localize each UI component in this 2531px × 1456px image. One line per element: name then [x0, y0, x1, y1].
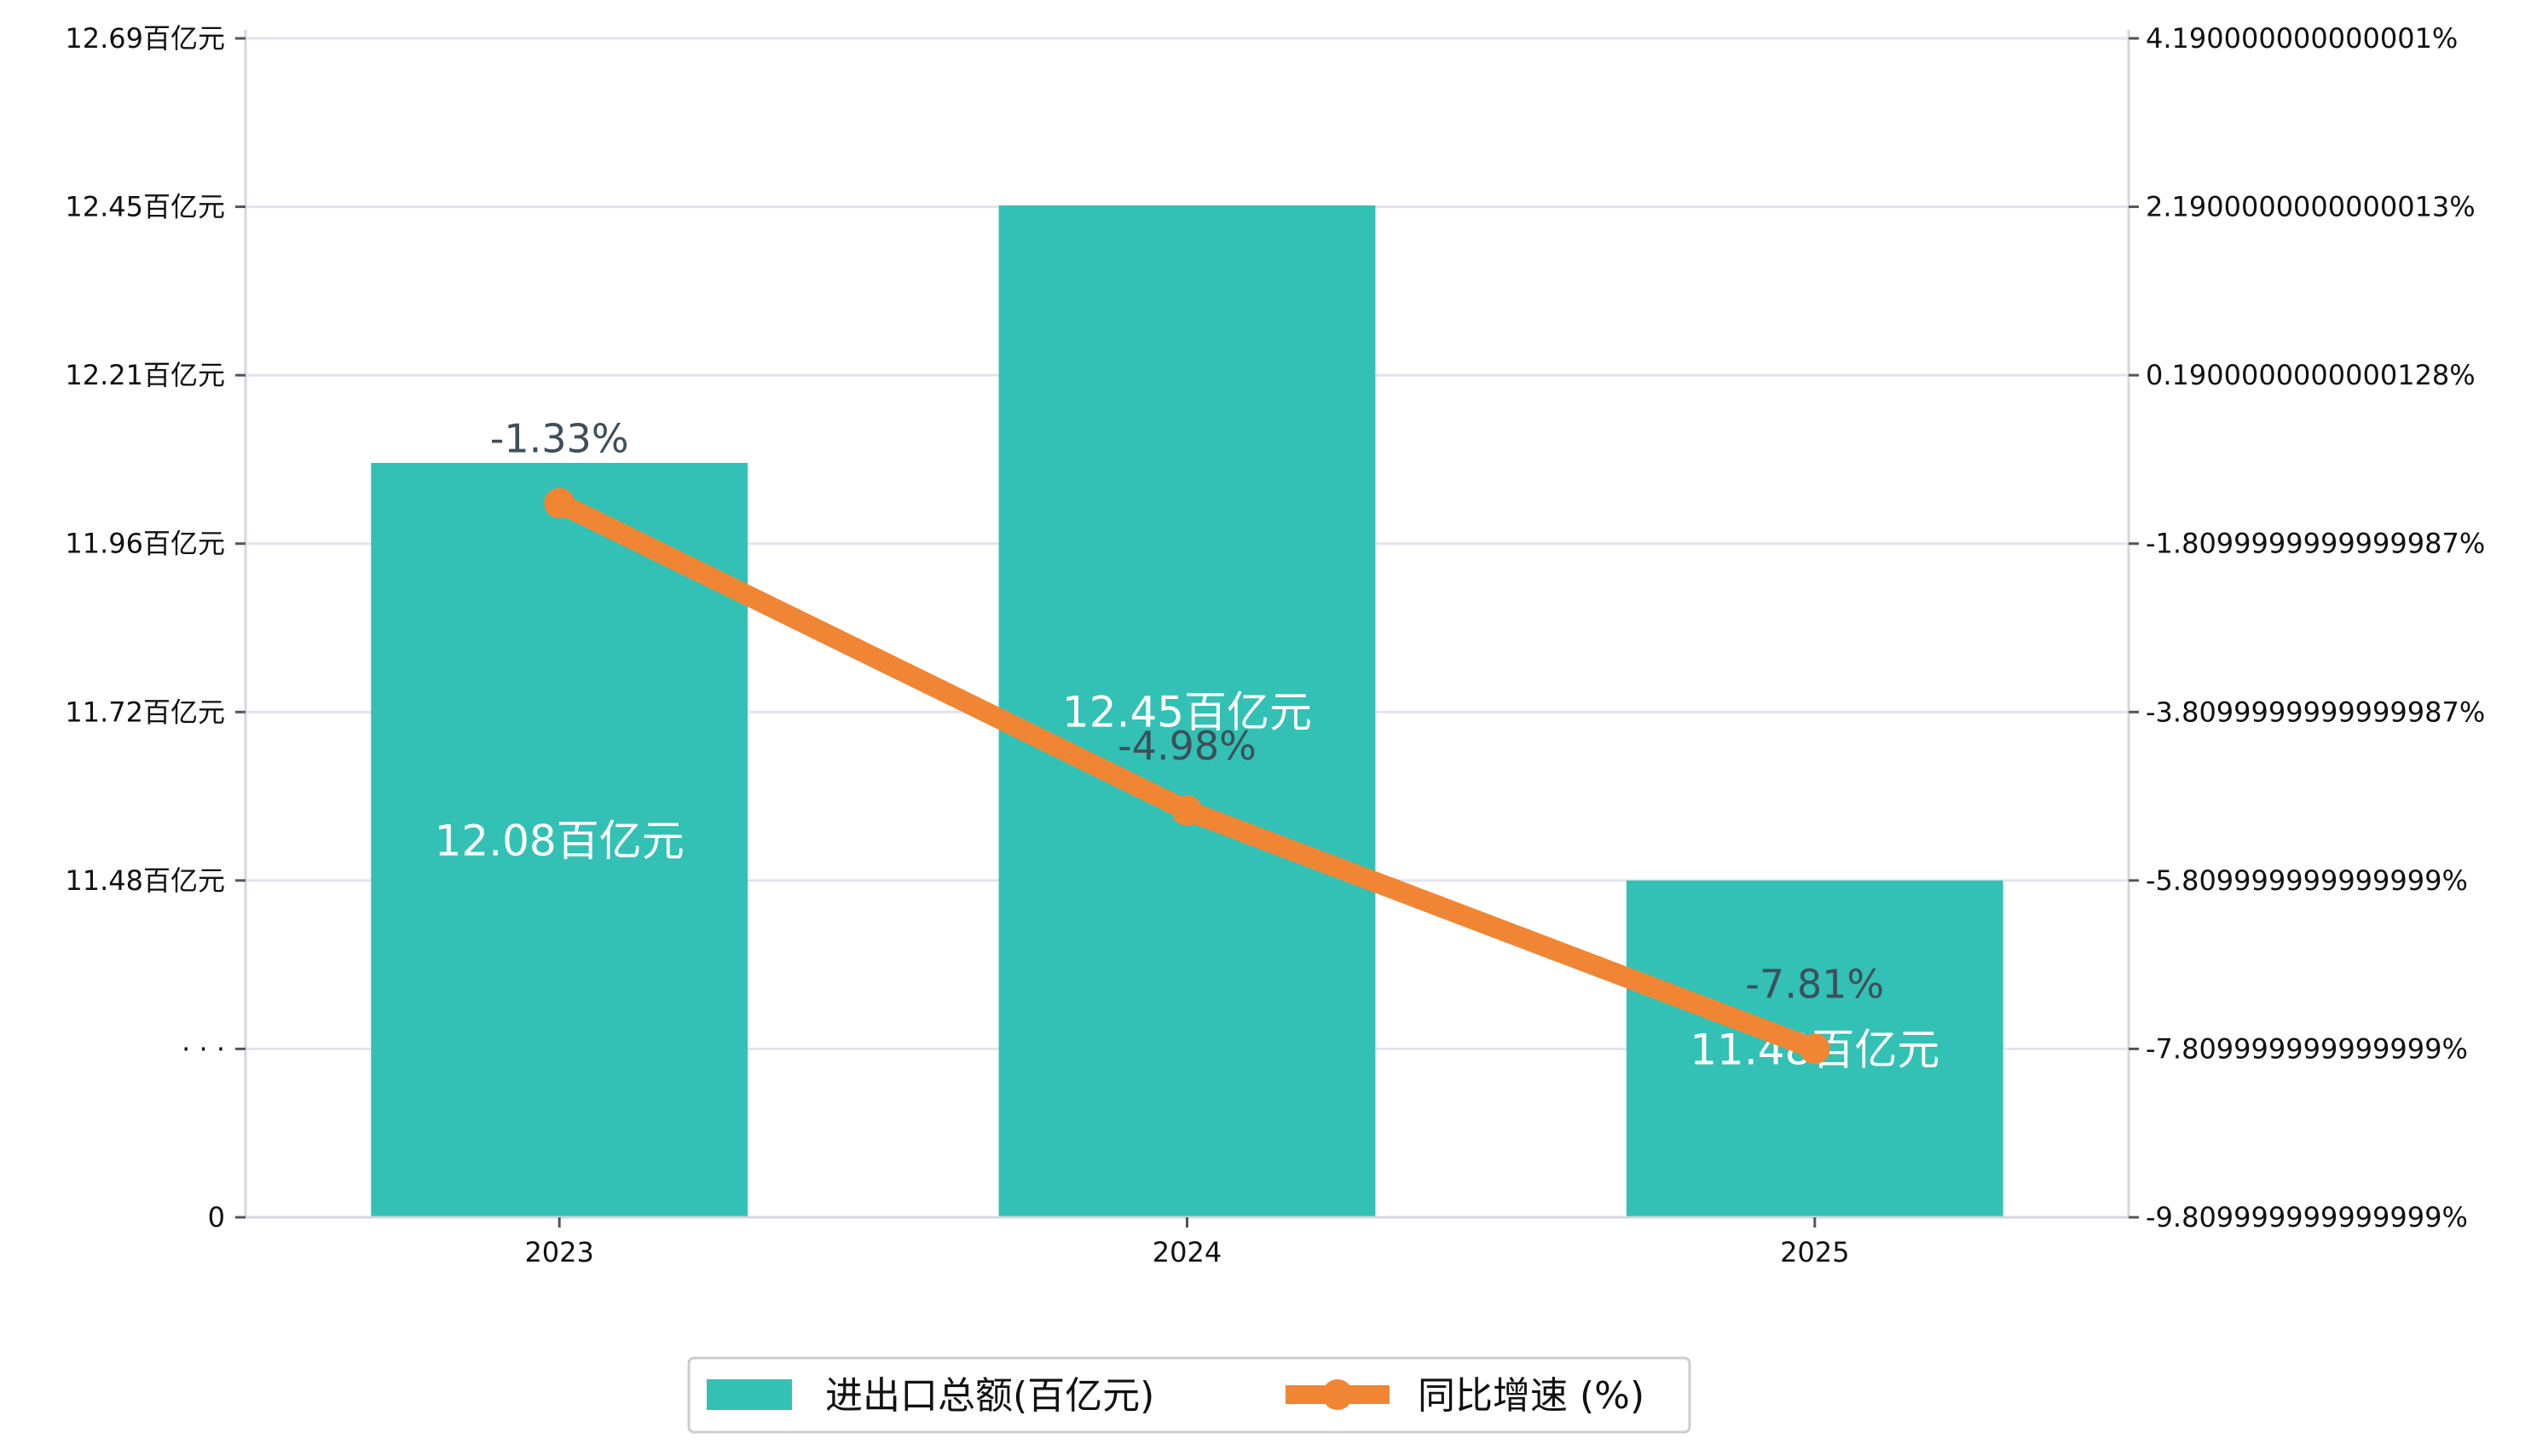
- bar-series: [371, 205, 2003, 1218]
- right-tick-label: -1.8099999999999987%: [2146, 528, 2485, 560]
- bar-value-label: 12.45百亿元: [1062, 687, 1312, 737]
- right-tick-label: 4.190000000000001%: [2146, 22, 2458, 55]
- legend: 进出口总额(百亿元) 同比增速 (%): [687, 1356, 1691, 1434]
- left-tick-label: 12.69百亿元: [65, 22, 225, 55]
- left-tick-label: 11.48百亿元: [65, 864, 225, 897]
- x-tick-label: 2024: [1153, 1236, 1222, 1268]
- legend-frame: [687, 1356, 1691, 1434]
- left-tick-label: 12.45百亿元: [65, 191, 225, 223]
- left-tick-label: 12.21百亿元: [65, 359, 225, 391]
- left-tick-label: · · ·: [182, 1032, 225, 1065]
- x-axis-ticks: 2023 2024 2025: [524, 1217, 1850, 1268]
- bar-value-label: 12.08百亿元: [435, 817, 685, 866]
- right-tick-label: 0.1900000000000128%: [2146, 359, 2476, 391]
- x-tick-label: 2025: [1780, 1236, 1849, 1268]
- bar: [998, 205, 1376, 1218]
- line-point: [1799, 1033, 1830, 1065]
- legend-bar-label: 进出口总额(百亿元): [825, 1374, 1154, 1418]
- legend-bar-swatch: [707, 1379, 792, 1410]
- line-value-label: -1.33%: [490, 415, 629, 461]
- left-axis-ticks: 0 · · · 11.48百亿元 11.72百亿元 11.96百亿元 12.21百亿元 12…: [65, 22, 246, 1234]
- line-value-labels: -1.33% -4.98% -7.81%: [490, 415, 1884, 1007]
- right-tick-label: 2.1900000000000013%: [2146, 191, 2476, 223]
- right-tick-label: -5.809999999999999%: [2146, 864, 2468, 897]
- right-tick-label: -9.809999999999999%: [2146, 1201, 2468, 1234]
- line-value-label: -4.98%: [1118, 723, 1257, 769]
- legend-line-label: 同比增速 (%): [1418, 1374, 1644, 1418]
- right-axis-ticks: -9.809999999999999% -7.809999999999999% -5…: [2129, 22, 2485, 1234]
- line-value-label: -7.81%: [1745, 961, 1884, 1007]
- right-tick-label: -7.809999999999999%: [2146, 1032, 2468, 1065]
- line-series: [544, 488, 1830, 1065]
- right-tick-label: -3.8099999999999987%: [2146, 696, 2485, 728]
- line-point: [544, 488, 575, 519]
- line-point: [1171, 794, 1203, 826]
- bar: [371, 463, 748, 1217]
- legend-line-marker: [1322, 1379, 1353, 1410]
- left-tick-label: 0: [208, 1201, 225, 1234]
- x-tick-label: 2023: [524, 1236, 593, 1268]
- left-tick-label: 11.96百亿元: [65, 528, 225, 560]
- left-tick-label: 11.72百亿元: [65, 696, 225, 728]
